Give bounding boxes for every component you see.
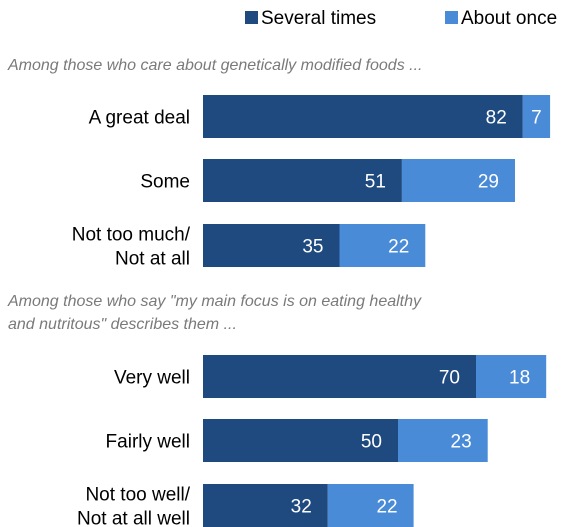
bar-row-some: Some 51 29	[140, 159, 515, 202]
chart-legend: Several times About once	[245, 8, 557, 29]
chart-group-1: Among those who care about genetically m…	[7, 57, 551, 270]
category-label: Not too well/	[85, 485, 190, 506]
data-label-about-once: 22	[388, 237, 409, 258]
legend-label-about-once: About once	[461, 8, 557, 29]
group-title-line: Among those who care about genetically m…	[7, 57, 422, 74]
data-label-about-once: 29	[478, 172, 499, 193]
data-label-about-once: 22	[376, 497, 397, 518]
data-label-several-times: 51	[365, 172, 386, 193]
bar-segment-about-once	[401, 159, 515, 202]
data-label-about-once: 23	[451, 432, 472, 453]
bar-row-fairly-well: Fairly well 50 23	[106, 419, 488, 462]
bar-segment-several-times	[203, 159, 402, 202]
chart-groups: Among those who care about genetically m…	[7, 57, 551, 527]
bar-segment-about-once	[339, 224, 426, 267]
data-label-several-times: 70	[439, 368, 460, 389]
data-label-several-times: 82	[486, 108, 507, 129]
legend-label-several-times: Several times	[261, 8, 376, 29]
bar-segment-several-times	[203, 224, 340, 267]
category-label: Not at all well	[77, 509, 190, 527]
data-label-several-times: 32	[291, 497, 312, 518]
bar-row-not-too-well-not-at-all-well: Not too well/Not at all well 32 22	[77, 484, 414, 527]
bar-segment-several-times	[203, 419, 398, 462]
data-label-about-once: 18	[509, 368, 530, 389]
bar-segment-about-once	[522, 95, 551, 138]
category-label: Some	[140, 172, 190, 193]
legend-swatch-about-once	[445, 11, 458, 24]
bar-segment-about-once	[476, 355, 547, 398]
bar-row-not-too-much-not-at-all: Not too much/Not at all 35 22	[72, 224, 426, 270]
bar-segment-several-times	[203, 355, 476, 398]
group-title-line: Among those who say "my main focus is on…	[7, 293, 422, 310]
bar-segment-about-once	[327, 484, 414, 527]
category-label: A great deal	[89, 108, 190, 129]
bar-segment-about-once	[398, 419, 488, 462]
chart-group-2: Among those who say "my main focus is on…	[7, 293, 547, 527]
bar-row-very-well: Very well 70 18	[114, 355, 547, 398]
bar-segment-several-times	[203, 95, 523, 138]
category-label: Not too much/	[72, 225, 191, 246]
bar-row-a-great-deal: A great deal 82 7	[89, 95, 551, 138]
category-label: Not at all	[115, 249, 190, 270]
legend-swatch-several-times	[245, 11, 258, 24]
data-label-several-times: 50	[361, 432, 382, 453]
group-title-line: and nutritous" describes them ...	[8, 316, 237, 333]
category-label: Fairly well	[106, 432, 190, 453]
data-label-about-once: 7	[531, 108, 542, 129]
data-label-several-times: 35	[302, 237, 323, 258]
bar-segment-several-times	[203, 484, 328, 527]
category-label: Very well	[114, 368, 190, 389]
